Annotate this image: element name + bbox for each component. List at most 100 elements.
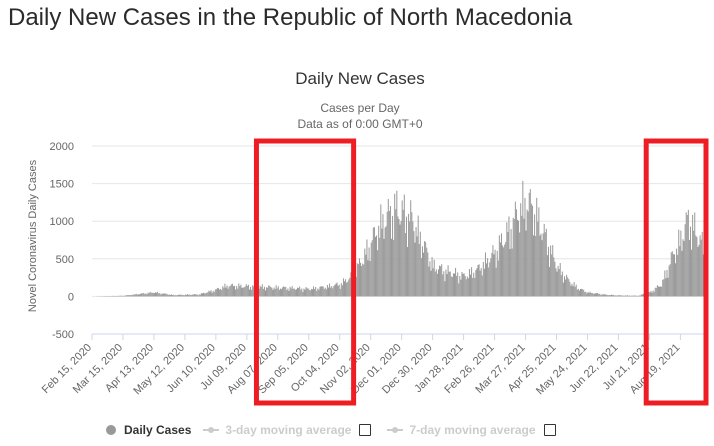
bar: [204, 293, 206, 297]
bar: [323, 288, 325, 297]
bar: [697, 247, 699, 297]
bar: [494, 249, 496, 297]
bar: [694, 212, 696, 297]
bar: [321, 286, 323, 297]
bar: [366, 239, 368, 297]
bar: [670, 252, 672, 297]
bar: [594, 293, 596, 297]
bar: [613, 294, 615, 297]
bar: [215, 289, 217, 297]
bar: [411, 212, 413, 297]
checkbox-7-day-moving-average[interactable]: [543, 424, 556, 436]
bar: [475, 270, 477, 297]
bar: [581, 288, 583, 297]
bar: [497, 260, 499, 297]
legend-item-daily-cases[interactable]: Daily Cases: [106, 423, 191, 437]
bar: [286, 290, 288, 297]
bar: [302, 291, 304, 297]
bar: [667, 277, 669, 297]
bar: [368, 247, 370, 297]
bar: [621, 295, 623, 297]
bar: [382, 214, 384, 297]
bar: [389, 206, 391, 297]
bar: [344, 281, 346, 297]
bar: [407, 247, 409, 297]
bar: [198, 294, 200, 297]
bar: [600, 295, 602, 297]
bar: [578, 290, 580, 297]
bar: [464, 275, 466, 297]
bar: [495, 267, 497, 297]
bar: [365, 254, 367, 297]
legend: Daily Cases 3-day moving average 7-day m…: [106, 423, 572, 437]
y-axis-label: Novel Coronavirus Daily Cases: [27, 159, 39, 312]
bar: [298, 287, 300, 297]
bar: [348, 279, 350, 297]
bar: [653, 291, 655, 297]
bar: [700, 239, 702, 297]
bar: [188, 294, 190, 297]
bar: [656, 285, 658, 297]
bar: [358, 258, 360, 297]
bar: [138, 294, 140, 297]
bar: [125, 295, 127, 297]
legend-item-7-day-moving-average[interactable]: 7-day moving average: [387, 423, 559, 437]
bar: [168, 294, 170, 297]
bar: [263, 286, 265, 297]
bar: [381, 228, 383, 297]
bar: [193, 294, 195, 297]
bar: [301, 288, 303, 297]
bar: [185, 294, 187, 297]
bar: [167, 294, 169, 297]
bar: [276, 288, 278, 297]
bar: [248, 289, 250, 297]
bar: [661, 286, 663, 297]
bar: [226, 285, 228, 297]
bar: [171, 294, 173, 297]
bar: [283, 286, 285, 297]
bar: [455, 267, 457, 297]
bar: [463, 273, 465, 297]
bar: [178, 294, 180, 297]
bar: [457, 272, 459, 297]
bar: [508, 216, 510, 297]
highlight-box: [643, 138, 709, 406]
circle-icon: [106, 425, 116, 435]
bar: [222, 286, 224, 297]
bar: [274, 289, 276, 297]
bar: [478, 264, 480, 297]
bar: [269, 285, 271, 297]
bar: [266, 287, 268, 297]
bar: [479, 270, 481, 297]
bar: [673, 254, 675, 297]
bar: [678, 229, 680, 297]
bar: [153, 293, 155, 297]
legend-item-3-day-moving-average[interactable]: 3-day moving average: [203, 423, 375, 437]
bar: [539, 235, 541, 297]
bar: [379, 237, 381, 297]
bar: [557, 265, 559, 297]
bar: [308, 289, 310, 297]
bar: [428, 266, 430, 297]
bar: [251, 289, 253, 297]
bar: [487, 258, 489, 297]
bar: [579, 288, 582, 297]
bar: [364, 248, 366, 297]
bar: [568, 279, 570, 297]
bar: [128, 295, 130, 297]
bar: [570, 285, 572, 297]
bar: [275, 285, 277, 297]
bar: [445, 269, 447, 297]
bar: [652, 290, 654, 297]
bar: [127, 295, 129, 297]
bar: [181, 295, 183, 297]
checkbox-3-day-moving-average[interactable]: [359, 424, 372, 436]
bar: [313, 286, 315, 297]
bar: [649, 292, 651, 297]
bar: [297, 287, 299, 297]
bar: [347, 281, 349, 297]
bar: [571, 283, 573, 297]
bar: [427, 252, 429, 297]
bar: [573, 282, 575, 297]
bar: [535, 235, 537, 297]
